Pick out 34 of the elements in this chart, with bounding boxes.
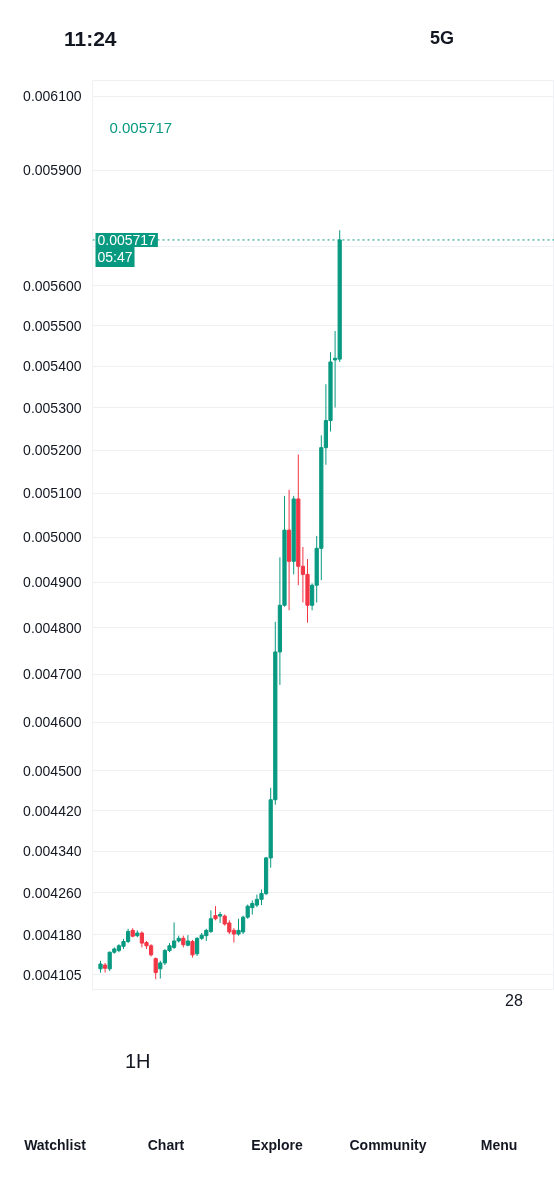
y-tick-label: 0.004105 <box>23 966 82 983</box>
y-tick-label: 0.004800 <box>23 619 82 636</box>
y-tick-label: 0.006100 <box>23 88 82 105</box>
annotation: 0.005717 <box>109 118 173 136</box>
text: Chart <box>146 1136 186 1155</box>
text: 5G <box>430 27 455 50</box>
y-tick-label: 0.004180 <box>23 926 82 943</box>
text: Explore <box>250 1136 304 1155</box>
text: Menu <box>479 1136 519 1155</box>
y-tick-label: 0.005500 <box>23 317 82 334</box>
text: 28 <box>505 991 523 1011</box>
text: 11:24 <box>64 26 117 52</box>
y-tick-label: 0.004700 <box>23 666 82 683</box>
text: Watchlist <box>23 1136 87 1155</box>
candlestick <box>185 934 191 947</box>
candlestick <box>171 921 177 950</box>
y-tick-label: 0.005900 <box>23 162 82 179</box>
y-tick-label: 0.005400 <box>23 358 82 375</box>
y-tick-label: 0.005300 <box>23 399 82 416</box>
y-tick-label: 0.005000 <box>23 529 82 546</box>
ref-line-label: 0.005717 05:47 <box>97 231 157 265</box>
candlestick <box>217 911 223 924</box>
text: 1H <box>125 1049 151 1074</box>
candlestick <box>208 909 214 934</box>
text: Community <box>348 1136 428 1155</box>
y-tick-label: 0.004420 <box>23 802 82 819</box>
y-tick-label: 0.004260 <box>23 884 82 901</box>
y-tick-label: 0.004900 <box>23 574 82 591</box>
y-tick-label: 0.005100 <box>23 485 82 502</box>
y-tick-label: 0.004600 <box>23 714 82 731</box>
y-tick-label: 0.004500 <box>23 762 82 779</box>
y-tick-label: 0.005200 <box>23 442 82 459</box>
y-tick-label: 0.004340 <box>23 843 82 860</box>
y-tick-label: 0.005600 <box>23 277 82 294</box>
